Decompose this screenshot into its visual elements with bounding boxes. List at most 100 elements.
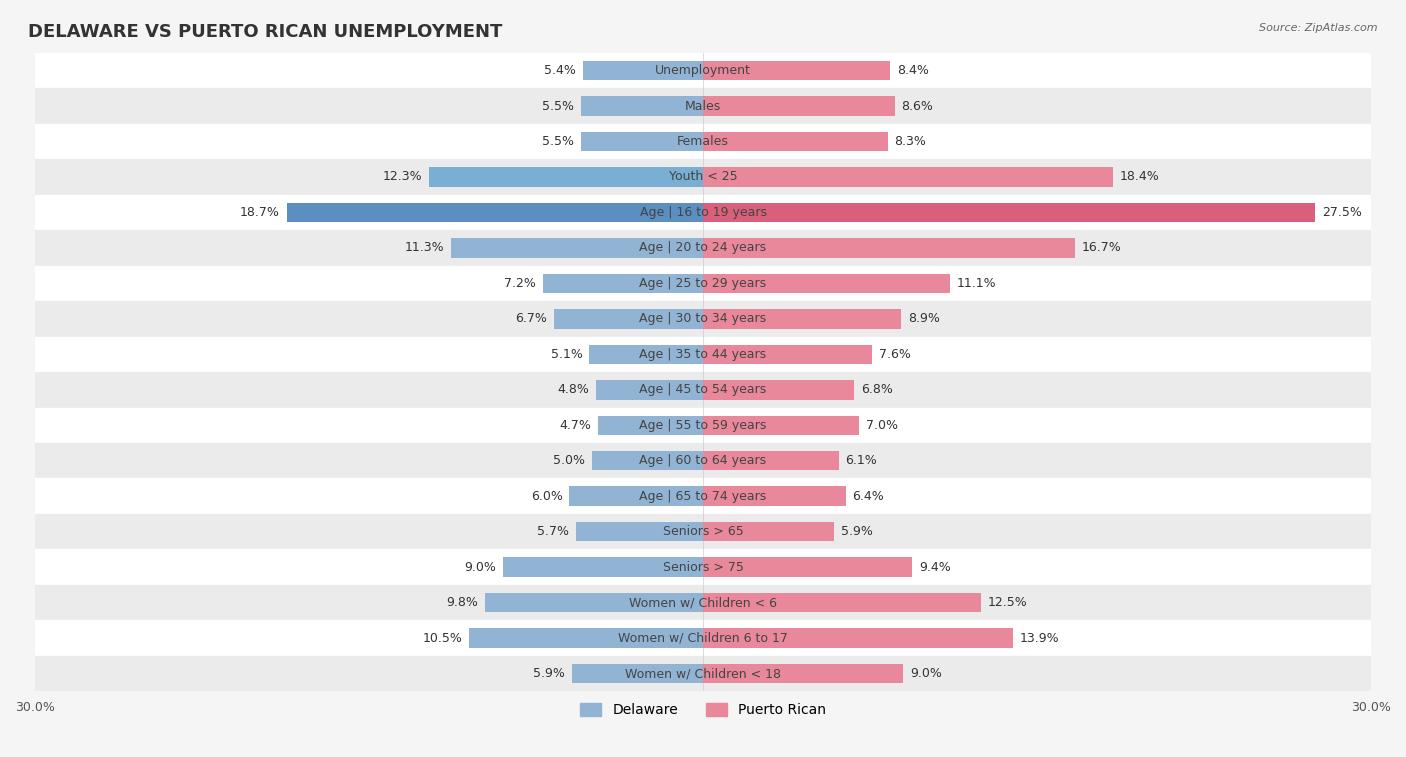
Bar [35, 337, 1371, 372]
Text: 6.8%: 6.8% [860, 383, 893, 396]
Bar [470, 628, 703, 648]
Bar [35, 550, 1371, 585]
Text: Seniors > 65: Seniors > 65 [662, 525, 744, 538]
Text: Youth < 25: Youth < 25 [669, 170, 737, 183]
Bar [35, 443, 1371, 478]
Bar [35, 407, 1371, 443]
Bar [287, 203, 703, 223]
Text: 16.7%: 16.7% [1081, 241, 1122, 254]
Text: Age | 16 to 19 years: Age | 16 to 19 years [640, 206, 766, 219]
Bar [572, 664, 703, 684]
Text: 13.9%: 13.9% [1019, 631, 1059, 644]
Bar [703, 380, 855, 400]
Bar [35, 195, 1371, 230]
Text: 12.3%: 12.3% [382, 170, 422, 183]
Bar [569, 487, 703, 506]
Bar [703, 522, 834, 541]
Text: Source: ZipAtlas.com: Source: ZipAtlas.com [1260, 23, 1378, 33]
Text: 6.7%: 6.7% [515, 313, 547, 326]
Bar [703, 273, 950, 293]
Text: 18.4%: 18.4% [1119, 170, 1159, 183]
Text: 8.3%: 8.3% [894, 135, 927, 148]
Text: Seniors > 75: Seniors > 75 [662, 561, 744, 574]
Bar [35, 53, 1371, 89]
Bar [703, 664, 904, 684]
Bar [581, 132, 703, 151]
Bar [703, 167, 1112, 187]
Text: 4.8%: 4.8% [558, 383, 589, 396]
Text: 18.7%: 18.7% [240, 206, 280, 219]
Bar [35, 124, 1371, 159]
Bar [599, 416, 703, 435]
Bar [582, 61, 703, 80]
Bar [703, 309, 901, 329]
Legend: Delaware, Puerto Rican: Delaware, Puerto Rican [575, 697, 831, 723]
Bar [703, 96, 894, 116]
Bar [703, 487, 845, 506]
Bar [554, 309, 703, 329]
Text: 8.4%: 8.4% [897, 64, 928, 77]
Text: 8.9%: 8.9% [908, 313, 939, 326]
Text: Age | 30 to 34 years: Age | 30 to 34 years [640, 313, 766, 326]
Text: Age | 45 to 54 years: Age | 45 to 54 years [640, 383, 766, 396]
Bar [581, 96, 703, 116]
Text: 8.6%: 8.6% [901, 100, 934, 113]
Text: Women w/ Children < 6: Women w/ Children < 6 [628, 596, 778, 609]
Bar [703, 238, 1076, 257]
Bar [703, 61, 890, 80]
Text: 7.6%: 7.6% [879, 347, 911, 361]
Bar [592, 451, 703, 471]
Bar [703, 593, 981, 612]
Text: 9.0%: 9.0% [910, 667, 942, 680]
Text: 27.5%: 27.5% [1322, 206, 1362, 219]
Text: 5.0%: 5.0% [553, 454, 585, 467]
Text: 5.9%: 5.9% [841, 525, 873, 538]
Text: Age | 65 to 74 years: Age | 65 to 74 years [640, 490, 766, 503]
Text: Age | 55 to 59 years: Age | 55 to 59 years [640, 419, 766, 431]
Text: 12.5%: 12.5% [988, 596, 1028, 609]
Bar [703, 344, 872, 364]
Text: 6.0%: 6.0% [531, 490, 562, 503]
Text: 11.1%: 11.1% [957, 277, 997, 290]
Bar [703, 557, 912, 577]
Text: 6.1%: 6.1% [845, 454, 877, 467]
Bar [703, 628, 1012, 648]
Bar [543, 273, 703, 293]
Bar [596, 380, 703, 400]
Text: 5.4%: 5.4% [544, 64, 576, 77]
Bar [703, 132, 887, 151]
Bar [35, 266, 1371, 301]
Text: Women w/ Children < 18: Women w/ Children < 18 [626, 667, 780, 680]
Text: 7.0%: 7.0% [866, 419, 897, 431]
Bar [35, 478, 1371, 514]
Text: Age | 60 to 64 years: Age | 60 to 64 years [640, 454, 766, 467]
Bar [485, 593, 703, 612]
Text: Women w/ Children 6 to 17: Women w/ Children 6 to 17 [619, 631, 787, 644]
Bar [703, 203, 1316, 223]
Bar [35, 514, 1371, 550]
Bar [429, 167, 703, 187]
Bar [35, 656, 1371, 691]
Text: Unemployment: Unemployment [655, 64, 751, 77]
Text: DELAWARE VS PUERTO RICAN UNEMPLOYMENT: DELAWARE VS PUERTO RICAN UNEMPLOYMENT [28, 23, 502, 41]
Text: Age | 25 to 29 years: Age | 25 to 29 years [640, 277, 766, 290]
Text: 11.3%: 11.3% [405, 241, 444, 254]
Text: 5.7%: 5.7% [537, 525, 569, 538]
Text: Females: Females [678, 135, 728, 148]
Bar [589, 344, 703, 364]
Bar [35, 620, 1371, 656]
Bar [35, 230, 1371, 266]
Text: 4.7%: 4.7% [560, 419, 592, 431]
Text: Age | 35 to 44 years: Age | 35 to 44 years [640, 347, 766, 361]
Text: 9.8%: 9.8% [446, 596, 478, 609]
Text: Age | 20 to 24 years: Age | 20 to 24 years [640, 241, 766, 254]
Text: 10.5%: 10.5% [423, 631, 463, 644]
Bar [451, 238, 703, 257]
Text: 5.1%: 5.1% [551, 347, 582, 361]
Bar [703, 416, 859, 435]
Bar [35, 89, 1371, 124]
Bar [35, 585, 1371, 620]
Bar [35, 159, 1371, 195]
Bar [502, 557, 703, 577]
Bar [576, 522, 703, 541]
